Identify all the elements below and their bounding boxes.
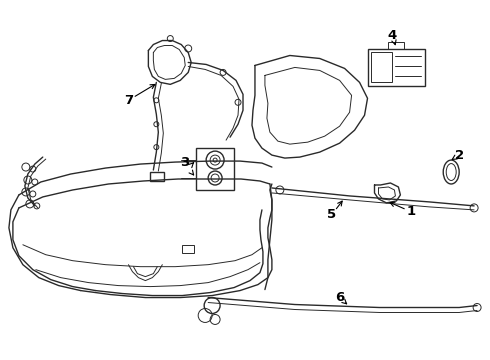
Text: 6: 6	[335, 291, 344, 304]
Bar	[196, 148, 234, 190]
Text: 3: 3	[180, 156, 189, 168]
Text: 1: 1	[407, 205, 416, 219]
Bar	[368, 49, 425, 86]
Text: 7: 7	[124, 94, 133, 107]
Text: 5: 5	[327, 208, 336, 221]
Bar	[150, 172, 164, 181]
Bar	[389, 41, 404, 49]
Bar	[182, 245, 194, 253]
Bar	[370, 53, 392, 82]
Text: 2: 2	[455, 149, 464, 162]
Text: 4: 4	[388, 29, 397, 42]
